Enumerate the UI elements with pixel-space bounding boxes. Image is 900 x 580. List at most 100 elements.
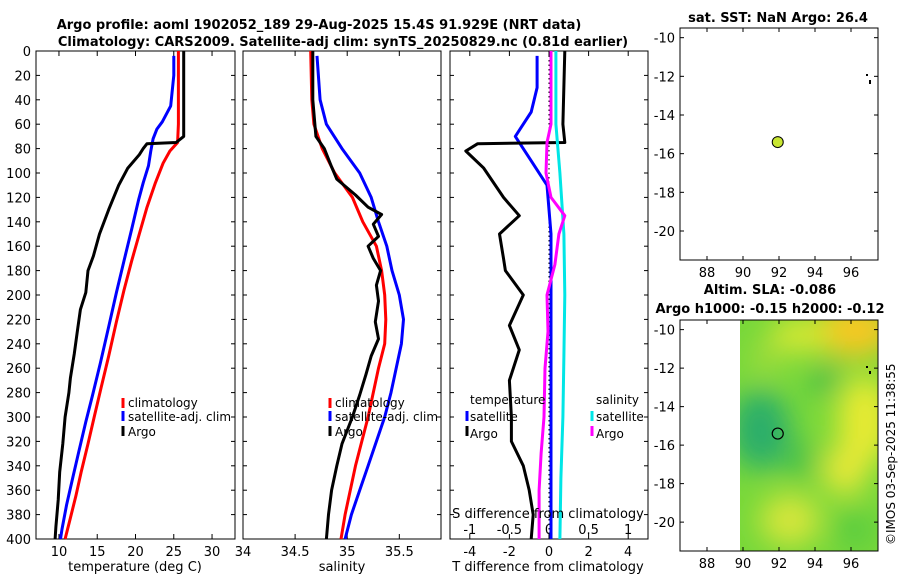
diff-legend-t-argo: Argo xyxy=(470,427,498,441)
x-tick-label: 30 xyxy=(204,545,221,560)
y-tick-label: 260 xyxy=(6,362,31,377)
sst-map: sat. SST: NaN Argo: 26.4 88 90 92 94 96 -10 -1… xyxy=(654,11,879,281)
temperature-axes: 10 15 20 25 30020406080100120140160180200220… xyxy=(6,45,236,575)
x-tick-label: 15 xyxy=(89,545,106,560)
x-tick-label: 34 xyxy=(235,545,252,560)
y-tick-label: 400 xyxy=(6,533,31,548)
sla-heatmap xyxy=(740,320,878,551)
series-line-s-satellite xyxy=(554,51,567,540)
x-top-tick-label: 0 xyxy=(545,523,553,538)
diff-legend-s-argo: Argo xyxy=(596,427,624,441)
salinity-xlabel: salinity xyxy=(319,560,366,575)
series-line-satellite-adj-clim xyxy=(315,55,405,540)
sla-map: Altim. SLA: -0.086 Argo h1000: -0.15 h20… xyxy=(654,283,885,572)
y-tick-label: 380 xyxy=(6,509,31,524)
x-tick-label: -4 xyxy=(463,545,476,560)
map-y-tick-label: -18 xyxy=(654,186,675,201)
y-tick-label: 360 xyxy=(6,484,31,499)
map-x-tick-label: 94 xyxy=(807,557,824,572)
x-tick-label: 20 xyxy=(127,545,144,560)
x-top-tick-label: -1 xyxy=(463,523,476,538)
sla-map-title-1: Altim. SLA: -0.086 xyxy=(704,283,836,298)
map-x-tick-label: 90 xyxy=(735,266,752,281)
temperature-legend: climatology satellite-adj. clim Argo xyxy=(121,396,231,439)
temp-legend-argo: Argo xyxy=(128,425,156,439)
x-tick-label: 25 xyxy=(165,545,182,560)
temp-legend-climatology: climatology xyxy=(128,396,198,410)
y-tick-label: 140 xyxy=(6,216,31,231)
y-tick-label: 40 xyxy=(14,94,31,109)
diff-legend-temperature: temperature xyxy=(470,393,545,407)
series-line-t-argo xyxy=(464,50,567,540)
y-tick-label: 100 xyxy=(6,167,31,182)
series-line-climatology xyxy=(309,50,388,540)
y-tick-label: 340 xyxy=(6,460,31,475)
x-top-tick-label: 1 xyxy=(624,523,632,538)
map-x-tick-label: 92 xyxy=(771,266,788,281)
diff-legend-salinity: salinity xyxy=(596,393,639,407)
map-y-tick-label: -16 xyxy=(654,148,675,163)
difference-legend: temperature satellite Argo salinity sate… xyxy=(465,393,644,441)
sla-float-marker xyxy=(771,427,784,440)
difference-axes: -4 -2 0 2 4 -1 -0.5 0 0.5 1 T difference from cli… xyxy=(449,50,649,575)
x-top-tick-label: -0.5 xyxy=(497,523,522,538)
map-x-tick-label: 94 xyxy=(807,266,824,281)
x-tick-label: 0 xyxy=(545,545,553,560)
y-tick-label: 180 xyxy=(6,265,31,280)
imos-timestamp: ©IMOS 03-Sep-2025 11:38:55 xyxy=(884,363,898,545)
map-x-tick-label: 88 xyxy=(699,557,716,572)
y-tick-label: 0 xyxy=(23,45,31,60)
map-y-tick-label: -10 xyxy=(654,32,675,47)
temperature-frame xyxy=(35,50,236,540)
sla-map-title-2: Argo h1000: -0.15 h2000: -0.12 xyxy=(655,302,884,317)
x-tick-label: 10 xyxy=(51,545,68,560)
map-y-tick-label: -10 xyxy=(654,324,675,339)
series-line-t-satellite xyxy=(513,55,553,539)
y-tick-label: 120 xyxy=(6,191,31,206)
title-line-2: Climatology: CARS2009. Satellite-adj cli… xyxy=(58,35,628,50)
y-tick-label: 240 xyxy=(6,338,31,353)
x-top-tick-label: 0.5 xyxy=(578,523,599,538)
y-tick-label: 300 xyxy=(6,411,31,426)
series-line-satellite-adj-clim xyxy=(59,55,176,540)
map-y-tick-label: -18 xyxy=(654,478,675,493)
x-tick-label: 4 xyxy=(624,545,632,560)
title-line-1: Argo profile: aoml 1902052_189 29-Aug-20… xyxy=(57,18,582,33)
map-x-tick-label: 92 xyxy=(771,557,788,572)
y-tick-label: 280 xyxy=(6,387,31,402)
salinity-legend: climatology satellite-adj. clim Argo xyxy=(328,396,438,439)
map-x-tick-label: 96 xyxy=(843,557,860,572)
salinity-frame xyxy=(242,50,442,540)
y-tick-label: 60 xyxy=(14,118,31,133)
map-y-tick-label: -12 xyxy=(654,362,675,377)
map-y-tick-label: -20 xyxy=(654,225,675,240)
y-tick-label: 20 xyxy=(14,69,31,84)
map-y-tick-label: -16 xyxy=(654,439,675,454)
map-x-tick-label: 96 xyxy=(843,266,860,281)
series-line-argo xyxy=(311,51,384,540)
series-line-s-argo xyxy=(537,51,567,539)
temp-legend-satellite: satellite-adj. clim xyxy=(128,410,231,424)
difference-xlabel-top: S difference from climatology xyxy=(452,507,644,522)
sst-map-title: sat. SST: NaN Argo: 26.4 xyxy=(688,11,868,26)
difference-xlabel: T difference from climatology xyxy=(451,560,644,575)
x-tick-label: 35 xyxy=(339,545,356,560)
sla-coast-specks xyxy=(866,366,871,374)
map-x-tick-label: 88 xyxy=(699,266,716,281)
sal-legend-climatology: climatology xyxy=(335,396,405,410)
map-x-tick-label: 90 xyxy=(735,557,752,572)
series-line-argo xyxy=(53,51,186,540)
y-tick-label: 160 xyxy=(6,240,31,255)
salinity-axes: 34 34.5 35 35.5 salinity climatology satell… xyxy=(235,50,442,575)
map-y-tick-label: -20 xyxy=(654,516,675,531)
y-tick-label: 200 xyxy=(6,289,31,304)
y-tick-label: 220 xyxy=(6,313,31,328)
map-y-tick-label: -14 xyxy=(654,109,675,124)
series-line-climatology xyxy=(63,51,180,540)
map-y-tick-label: -12 xyxy=(654,70,675,85)
x-tick-label: -2 xyxy=(503,545,516,560)
diff-legend-s-satellite: satellite xyxy=(596,410,644,424)
sst-coast-specks xyxy=(866,74,871,84)
sal-legend-satellite: satellite-adj. clim xyxy=(335,410,438,424)
